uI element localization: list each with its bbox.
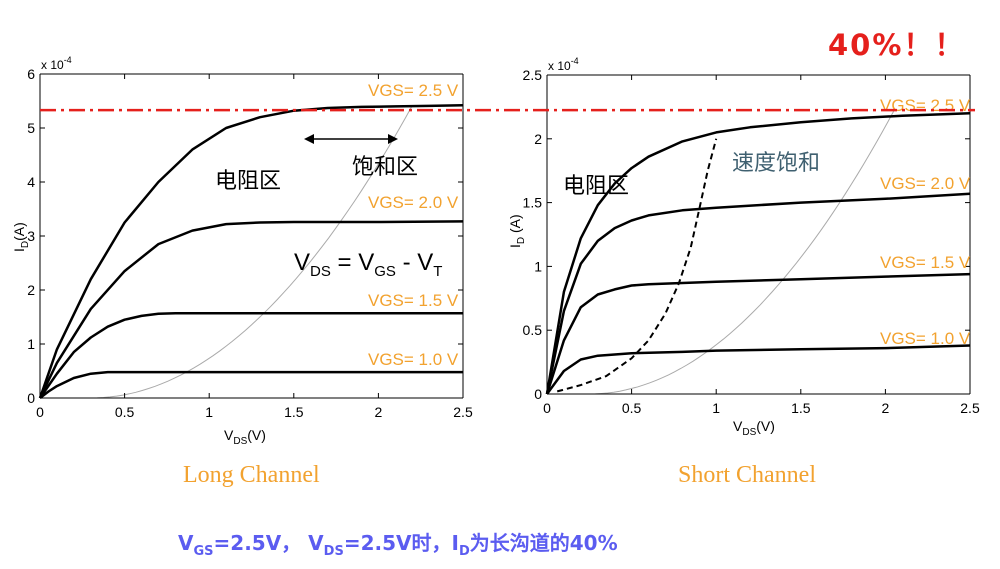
y-exponent-label: x 10-4 — [548, 56, 579, 73]
linear-region-label: 电阻区 — [215, 168, 281, 193]
x-tick-label: 2 — [882, 400, 890, 416]
long-channel-chart: 0 0.5 1 1.5 2 2.5 0 1 2 3 4 5 6 x 10-4 ID(A) VDS(V) VGS=… — [11, 55, 473, 447]
x-tick-label: 0 — [543, 400, 551, 416]
linear-region-label: 电阻区 — [563, 173, 629, 198]
series-line — [545, 344, 971, 395]
x-tick-label: 1 — [712, 400, 720, 416]
series-label: VGS= 2.0 V — [368, 193, 459, 212]
x-tick-label: 1.5 — [284, 404, 304, 420]
y-tick-label: 0 — [27, 390, 35, 406]
y-exponent-label: x 10-4 — [41, 55, 72, 72]
x-tick-label: 0.5 — [622, 400, 642, 416]
x-tick-label: 0 — [36, 404, 44, 420]
headline-40-percent: 40%！！ — [828, 28, 966, 62]
short-channel-caption: Short Channel — [678, 462, 816, 488]
series-label: VGS= 1.0 V — [368, 350, 459, 369]
series-line — [38, 220, 464, 399]
y-tick-label: 0 — [534, 386, 542, 402]
y-axis-label: ID(A) — [11, 222, 31, 252]
arrow-head-left — [304, 134, 314, 144]
y-tick-label: 2.5 — [523, 67, 543, 83]
velocity-saturation-boundary — [556, 138, 718, 393]
velocity-saturation-label: 速度饱和 — [732, 150, 820, 175]
y-tick-label: 2 — [27, 282, 35, 298]
y-tick-label: 6 — [27, 66, 35, 82]
y-tick-label: 1 — [27, 336, 35, 352]
y-tick-label: 0.5 — [523, 322, 543, 338]
boundary-parabola — [90, 105, 413, 399]
series-line — [38, 104, 464, 399]
comparison-note: VGS=2.5V， VDS=2.5V时，ID为长沟道的40% — [178, 531, 618, 559]
series-label: VGS= 2.0 V — [880, 174, 971, 193]
y-tick-label: 3 — [27, 228, 35, 244]
x-tick-label: 2.5 — [960, 400, 980, 416]
series-line — [545, 112, 971, 395]
series-label: VGS= 1.5 V — [880, 253, 971, 272]
y-axis-label: ID (A) — [507, 214, 527, 248]
x-tick-label: 2 — [375, 404, 383, 420]
series-line — [545, 192, 971, 395]
x-tick-label: 2.5 — [453, 404, 473, 420]
x-axis-label: VDS(V) — [224, 427, 266, 447]
arrow-head-right — [388, 134, 398, 144]
vds-vgs-vt-equation: VDS = VGS - VT — [294, 249, 442, 280]
x-tick-label: 0.5 — [115, 404, 135, 420]
series-label: VGS= 1.5 V — [368, 291, 459, 310]
y-tick-label: 1 — [534, 258, 542, 274]
x-tick-label: 1 — [205, 404, 213, 420]
series-label: VGS= 1.0 V — [880, 329, 971, 348]
y-tick-label: 5 — [27, 120, 35, 136]
x-tick-label: 1.5 — [791, 400, 811, 416]
long-channel-caption: Long Channel — [183, 462, 320, 488]
short-channel-chart: 0 0.5 1 1.5 2 2.5 0 0.5 1 1.5 2 2.5 x 10-4 ID (A) VDS(… — [507, 56, 980, 438]
series-label: VGS= 2.5 V — [368, 81, 459, 100]
y-tick-label: 1.5 — [523, 195, 543, 211]
y-tick-label: 4 — [27, 174, 35, 190]
x-axis-label: VDS(V) — [733, 418, 775, 438]
series-line — [38, 311, 463, 399]
boundary-parabola — [589, 110, 895, 395]
y-tick-label: 2 — [534, 131, 542, 147]
saturation-region-label: 饱和区 — [352, 154, 418, 179]
series-label: VGS= 2.5 V — [880, 96, 971, 115]
series-line — [545, 272, 971, 395]
series-line — [39, 370, 463, 399]
